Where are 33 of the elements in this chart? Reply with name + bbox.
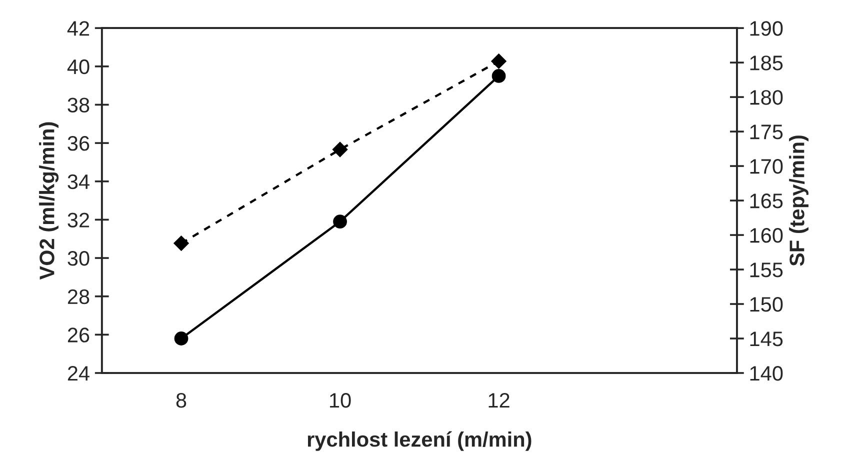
y2-axis-title: SF (tepy/min) (789, 136, 808, 266)
y-tick-label: 26 (68, 328, 90, 342)
y-tick-label: 36 (68, 136, 90, 151)
y2-tick-label: 180 (750, 90, 783, 105)
y-tick-label: 24 (68, 366, 90, 381)
point (174, 332, 188, 346)
y-tick-label: 30 (68, 251, 90, 266)
y2-tick-label: 160 (750, 228, 783, 243)
y2-tick-label: 150 (750, 297, 783, 312)
x-tick-label: 8 (176, 392, 186, 408)
y2-tick-label: 145 (750, 332, 783, 346)
y2-tick-label: 155 (750, 262, 783, 278)
x-tick-label: 10 (330, 392, 351, 408)
y2-tick-label: 190 (750, 21, 783, 36)
point (174, 236, 189, 251)
y-tick-label: 34 (68, 174, 90, 190)
point (333, 214, 347, 229)
point (492, 69, 506, 83)
x-tick-label: 12 (488, 392, 510, 408)
y2-tick-label: 185 (750, 56, 783, 70)
y-tick-label: 28 (68, 289, 90, 304)
y-tick-label: 38 (68, 98, 90, 112)
y2-tick-label: 140 (750, 366, 783, 381)
y2-tick-label: 170 (750, 159, 783, 174)
point (491, 54, 506, 69)
y-tick-label: 40 (67, 59, 90, 74)
point (332, 142, 348, 158)
y-tick-label: 32 (68, 212, 90, 228)
x-axis-title: rychlost lezení (m/min) (308, 431, 532, 451)
y-axis-title: VO2 (ml/kg/min) (39, 122, 59, 280)
y2-tick-label: 165 (750, 194, 783, 208)
y-tick-label: 42 (67, 21, 90, 36)
y2-tick-label: 175 (750, 124, 783, 140)
